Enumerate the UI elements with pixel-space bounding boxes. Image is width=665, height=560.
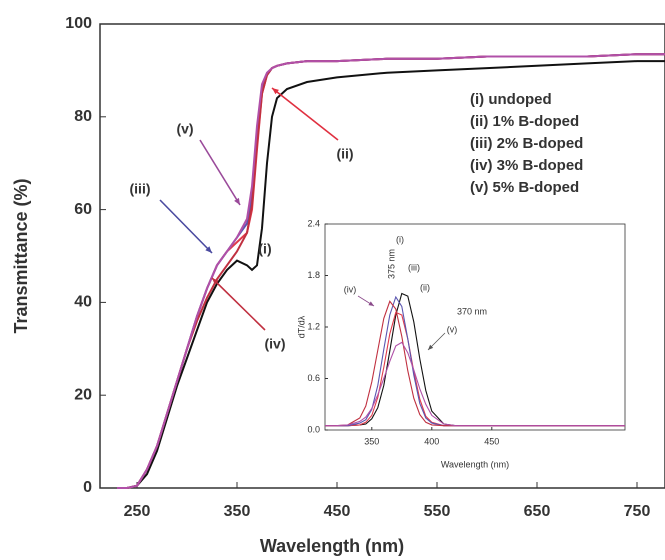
y-tick-label: 20 — [74, 386, 92, 403]
annotation: (v) — [176, 121, 193, 137]
x-tick-label: 350 — [224, 503, 251, 520]
annotation: (iv) — [265, 336, 286, 352]
arrow-head — [205, 246, 212, 253]
annotation: (iii) — [408, 262, 420, 272]
annotation: (iii) — [130, 181, 151, 197]
arrow-head — [272, 88, 279, 95]
legend-entry: (ii) 1% B-doped — [470, 113, 579, 130]
y-tick-label: 1.8 — [307, 270, 320, 280]
series-line — [325, 300, 625, 427]
arrow-head — [428, 344, 434, 350]
arrow-line — [271, 87, 339, 141]
inset-background — [325, 224, 625, 430]
y-tick-label: 60 — [74, 201, 92, 218]
x-tick-label: 450 — [484, 436, 499, 446]
legend-entry: (iv) 3% B-doped — [470, 157, 583, 174]
arrow-head — [368, 301, 374, 306]
series-line — [117, 60, 665, 489]
x-tick-label: 350 — [364, 436, 379, 446]
annotation: (iv) — [344, 284, 357, 294]
legend-entry: (i) undoped — [470, 91, 552, 108]
arrow-head — [212, 278, 219, 285]
y-axis-label: Transmittance (%) — [11, 178, 31, 333]
x-tick-label: 400 — [424, 436, 439, 446]
y-tick-label: 80 — [74, 108, 92, 125]
y-tick-label: 0 — [83, 479, 92, 496]
x-axis-label: Wavelength (nm) — [441, 459, 509, 469]
annotation: (v) — [447, 324, 458, 334]
y-tick-label: 0.0 — [307, 424, 320, 434]
y-tick-label: 0.6 — [307, 373, 320, 383]
arrow-head — [234, 197, 240, 205]
y-tick-label: 40 — [74, 294, 92, 311]
plot-frame — [99, 23, 665, 489]
legend-entry: (v) 5% B-doped — [470, 179, 579, 196]
arrow-line — [199, 139, 241, 206]
x-axis-label: Wavelength (nm) — [260, 536, 404, 556]
annotation: (i) — [258, 241, 271, 257]
y-tick-label: 1.2 — [307, 321, 320, 331]
series-line — [117, 53, 665, 489]
y-tick-label: 2.4 — [307, 218, 320, 228]
annotation: (ii) — [336, 146, 353, 162]
x-tick-label: 250 — [124, 503, 151, 520]
legend-entry: (iii) 2% B-doped — [470, 135, 583, 152]
annotation: (ii) — [420, 282, 430, 292]
y-axis-label: dT/dλ — [296, 315, 306, 338]
x-tick-label: 550 — [424, 503, 451, 520]
series-line — [325, 341, 625, 427]
arrow-line — [159, 199, 213, 254]
annotation: 375 nm — [386, 249, 396, 279]
x-tick-label: 750 — [624, 503, 651, 520]
annotation: 370 nm — [457, 306, 487, 316]
x-tick-label: 650 — [524, 503, 551, 520]
y-tick-label: 100 — [65, 15, 92, 32]
annotation: (i) — [396, 234, 404, 244]
x-tick-label: 450 — [324, 503, 351, 520]
arrow-line — [211, 277, 266, 331]
